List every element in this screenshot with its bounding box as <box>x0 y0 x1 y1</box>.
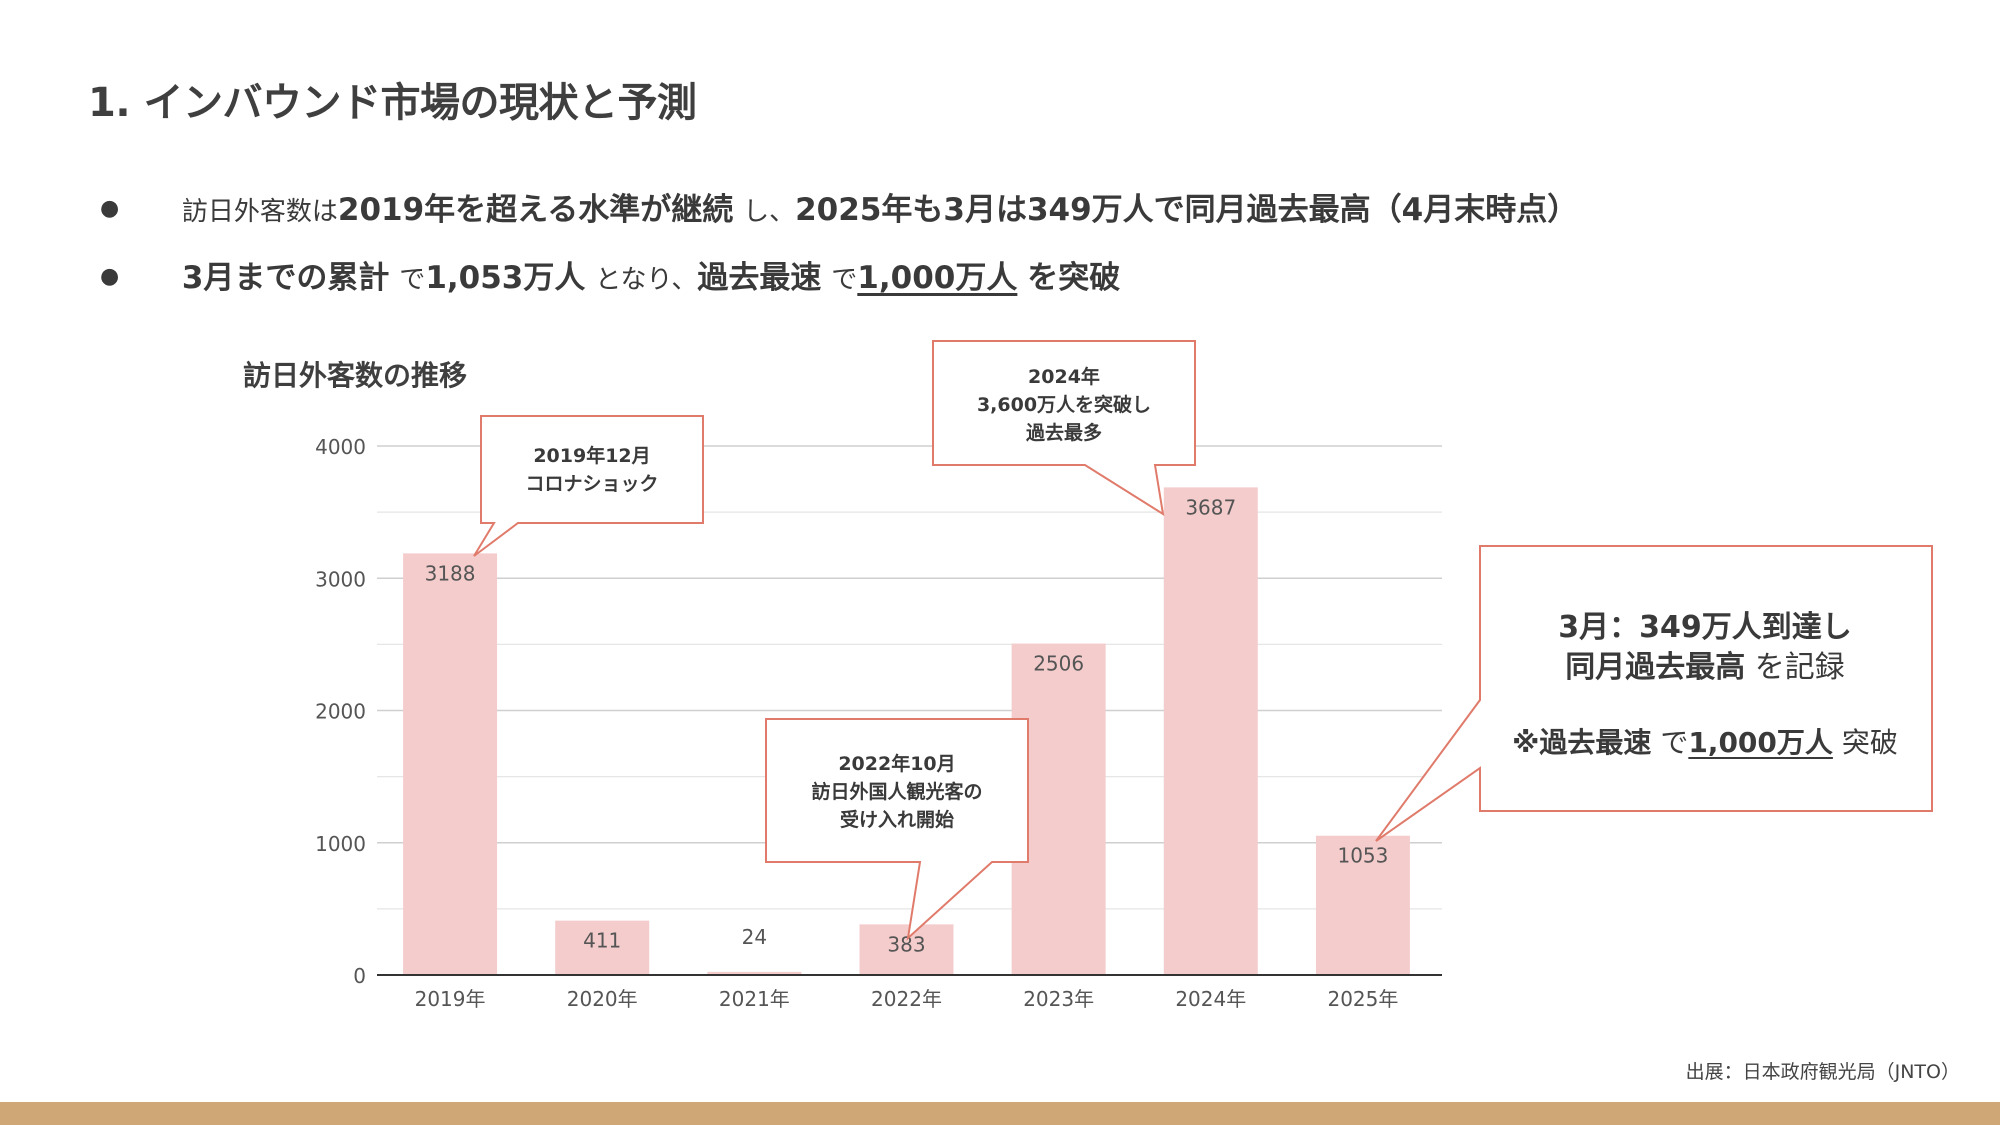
bar <box>1315 835 1410 975</box>
side-box-line-3: ※過去最速 で1,000万人 突破 <box>1480 721 1930 761</box>
bullet-2-text-b: で <box>399 265 426 295</box>
side-box-line-3-c: 1,000万人 <box>1688 726 1833 759</box>
y-tick-label: 3000 <box>315 567 366 591</box>
bar <box>555 920 650 975</box>
x-tick-label: 2020年 <box>567 987 638 1011</box>
bar <box>403 553 498 975</box>
bullet-1-text-d: 2025年も3月は349万人で同月過去最高（4月末時点） <box>795 192 1579 228</box>
side-box-line-3-b: で <box>1660 726 1689 759</box>
bar-value-label: 3188 <box>425 561 476 585</box>
bar-value-label: 1053 <box>1337 844 1388 868</box>
x-tick-label: 2022年 <box>871 987 942 1011</box>
bullet-1-text-a: 訪日外客数は <box>181 197 338 227</box>
value-labels: 3188 411 24 383 2506 3687 1053 <box>425 495 1389 956</box>
y-tick-label: 4000 <box>315 435 366 459</box>
side-box-line-3-d: 突破 <box>1841 726 1898 759</box>
footer-bar <box>0 1102 2000 1125</box>
bullet-dot: ● <box>100 196 120 221</box>
x-tick-label: 2021年 <box>719 987 790 1011</box>
callout-reopen-line-1: 2022年10月 <box>838 752 955 775</box>
bullet-2-text-h: を突破 <box>1027 260 1121 296</box>
y-tick-label: 0 <box>353 964 366 988</box>
page-title: 1. インバウンド市場の現状と予測 <box>88 80 697 126</box>
bullet-2-text-a: 3月までの累計 <box>181 260 390 296</box>
side-box-line-2: 同月過去最高 を記録 <box>1480 642 1930 686</box>
callout-record-line-2: 3,600万人を突破し <box>977 393 1151 416</box>
bullet-1-text-c: し、 <box>743 197 796 227</box>
bar-value-label: 2506 <box>1033 652 1084 676</box>
side-box-frame <box>1375 545 1933 842</box>
source-note: 出展：日本政府観光局（JNTO） <box>1685 1061 1960 1083</box>
side-box-line-2-bold: 同月過去最高 <box>1565 650 1746 685</box>
bullet-1-text-b: 2019年を超える水準が継続 <box>337 192 734 228</box>
chart-title: 訪日外客数の推移 <box>243 359 468 392</box>
bar-value-label: 383 <box>887 932 925 956</box>
callout-reopen: 2022年10月 訪日外国人観光客の 受け入れ開始 <box>765 718 1029 941</box>
bullet-2-text-c: 1,053万人 <box>425 260 586 296</box>
bar-value-label: 24 <box>742 925 767 949</box>
callout-record-line-3: 過去最多 <box>1026 421 1102 444</box>
side-box-line-2-rest: を記録 <box>1754 650 1845 685</box>
callout-reopen-line-2: 訪日外国人観光客の <box>811 780 982 803</box>
callout-covid: 2019年12月 コロナショック <box>473 415 704 557</box>
side-box-line-3-a: ※過去最速 <box>1512 726 1652 759</box>
bullet-2-text-g: 1,000万人 <box>857 260 1018 296</box>
callout-reopen-line-3: 受け入れ開始 <box>840 808 954 831</box>
axes: 0 1000 2000 3000 4000 2019年 2020年 2021年 2022年 202… <box>315 435 1442 1011</box>
callout-record: 2024年 3,600万人を突破し 過去最多 <box>932 340 1196 517</box>
y-tick-label: 2000 <box>315 700 366 724</box>
bullet-dot: ● <box>100 264 120 289</box>
bullet-2-text-d: となり、 <box>595 265 698 295</box>
bar-value-label: 3687 <box>1185 495 1236 519</box>
y-tick-label: 1000 <box>315 832 366 856</box>
bullet-1: ● 訪日外客数は2019年を超える水準が継続 し、2025年も3月は349万人で… <box>100 184 1578 229</box>
x-tick-label: 2024年 <box>1175 987 1246 1011</box>
bar <box>707 971 802 975</box>
bullet-2-text-e: 過去最速 <box>697 260 822 296</box>
callout-covid-line-2: コロナショック <box>525 473 658 495</box>
bar <box>1163 487 1258 975</box>
x-tick-label: 2025年 <box>1327 987 1398 1011</box>
callout-covid-line-1: 2019年12月 <box>533 444 650 467</box>
bullet-2-text-f: で <box>831 265 858 295</box>
callout-record-line-1: 2024年 <box>1028 365 1100 388</box>
bullet-2: ● 3月までの累計 で1,053万人 となり、過去最速 で1,000万人 を突破 <box>100 252 1120 297</box>
bar-value-label: 411 <box>583 929 621 953</box>
x-tick-label: 2023年 <box>1023 987 1094 1011</box>
side-box-line-1: 3月：349万人到達し <box>1558 610 1852 645</box>
bar <box>859 924 954 975</box>
x-tick-label: 2019年 <box>415 987 486 1011</box>
